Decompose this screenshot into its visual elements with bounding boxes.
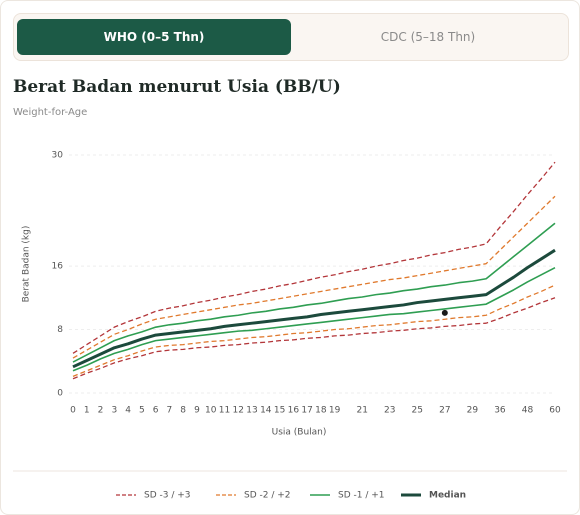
- x-tick-label: 8: [180, 406, 186, 416]
- x-tick-label: 36: [494, 406, 506, 416]
- y-tick-label: 8: [57, 325, 63, 335]
- growth-line: [72, 266, 556, 372]
- chart-title: Berat Badan menurut Usia (BB/U): [13, 77, 341, 97]
- x-tick-label: 1: [84, 406, 90, 416]
- y-tick-label: 0: [57, 389, 63, 399]
- x-tick-label: 6: [153, 406, 159, 416]
- tab-cdc[interactable]: CDC (5–18 Thn): [380, 30, 476, 44]
- x-tick-label: 23: [384, 406, 395, 416]
- x-tick-label: 14: [260, 406, 272, 416]
- growth-line: [72, 297, 556, 380]
- x-tick-label: 7: [167, 406, 173, 416]
- x-tick-label: 12: [233, 406, 244, 416]
- x-tick-label: 18: [315, 406, 327, 416]
- y-tick-label: 16: [52, 262, 64, 272]
- tab-bar: WHO (0–5 Thn) CDC (5–18 Thn): [13, 13, 569, 61]
- x-tick-label: 16: [288, 406, 300, 416]
- x-tick-label: 2: [98, 406, 104, 416]
- legend-label: SD -3 / +3: [144, 491, 191, 501]
- x-tick-label: 60: [549, 406, 561, 416]
- growth-line: [72, 222, 556, 363]
- legend-label: SD -1 / +1: [338, 491, 385, 501]
- growth-line: [72, 161, 556, 354]
- growth-line: [72, 195, 556, 359]
- x-tick-label: 0: [70, 406, 76, 416]
- x-tick-label: 3: [111, 406, 117, 416]
- tab-who[interactable]: WHO (0–5 Thn): [17, 19, 291, 55]
- x-axis-label: Usia (Bulan): [272, 428, 327, 438]
- x-tick-label: 48: [522, 406, 534, 416]
- legend-label: SD -2 / +2: [244, 491, 291, 501]
- y-axis-label: Berat Badan (kg): [22, 226, 32, 303]
- x-tick-label: 27: [439, 406, 450, 416]
- y-tick-label: 30: [52, 151, 64, 161]
- x-tick-label: 21: [356, 406, 367, 416]
- x-tick-label: 4: [125, 406, 131, 416]
- x-tick-label: 9: [194, 406, 200, 416]
- growth-line: [72, 284, 556, 377]
- x-tick-label: 19: [329, 406, 341, 416]
- x-tick-label: 15: [274, 406, 285, 416]
- chart-subtitle: Weight-for-Age: [13, 107, 88, 118]
- x-tick-label: 10: [205, 406, 217, 416]
- x-tick-label: 13: [246, 406, 257, 416]
- x-tick-label: 25: [412, 406, 423, 416]
- x-tick-label: 11: [219, 406, 230, 416]
- legend-label: Median: [429, 491, 466, 501]
- x-tick-label: 5: [139, 406, 145, 416]
- child-measurement: [441, 309, 448, 316]
- x-tick-label: 17: [301, 406, 312, 416]
- x-tick-label: 29: [467, 406, 479, 416]
- growth-line: [72, 248, 556, 369]
